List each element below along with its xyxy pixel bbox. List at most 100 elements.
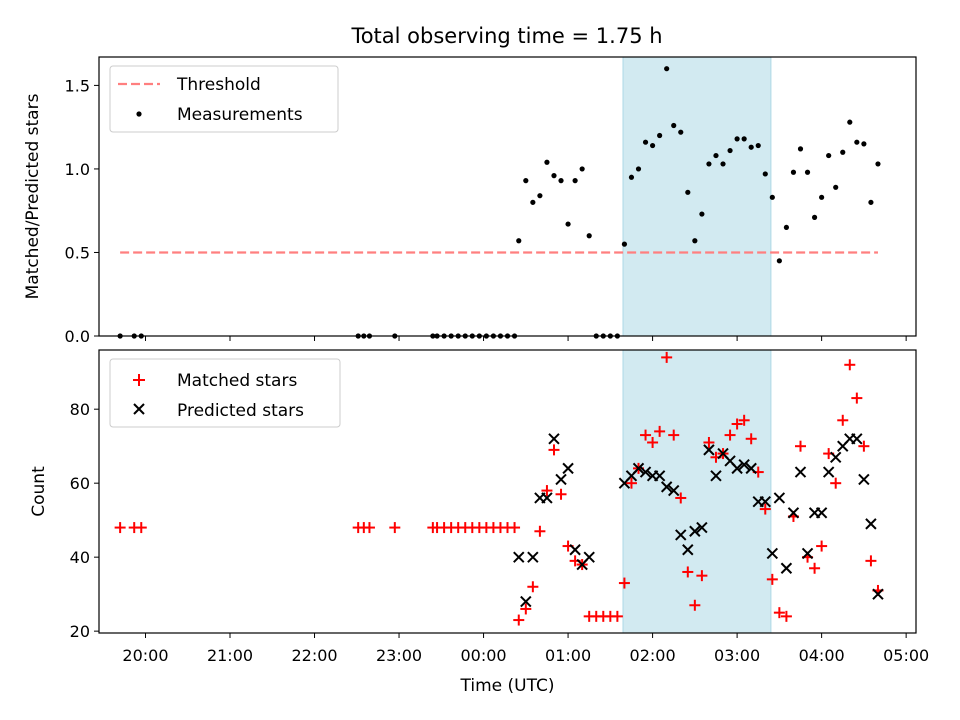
y-tick-label: 40 (70, 548, 90, 567)
predicted-star-point (668, 484, 680, 497)
x-tick-label: 01:00 (545, 646, 591, 665)
predicted-star-point (858, 473, 870, 486)
matched-star-point (534, 525, 546, 537)
measurement-point (783, 224, 790, 231)
matched-star-point (618, 577, 630, 589)
bottom-y-ticks: 20 40 60 80 (70, 400, 99, 641)
matched-star-point (858, 440, 870, 452)
predicted-star-point (675, 529, 687, 541)
matched-star-point (844, 359, 856, 371)
matched-star-point (675, 492, 687, 504)
top-y-ticks: 0.0 0.5 1.0 1.5 (65, 76, 99, 346)
measurement-point (523, 178, 529, 184)
y-tick-label: 1.5 (65, 76, 90, 95)
measurement-point (530, 199, 536, 205)
measurement-point (776, 258, 782, 264)
measurement-point (727, 147, 733, 154)
predicted-star-point (583, 551, 595, 563)
x-tick-label: 21:00 (207, 646, 253, 665)
legend-label-measurements: Measurements (177, 105, 303, 125)
bottom-x-ticks: 20:00 21:00 22:00 23:00 00:00 01:00 02:00 03:00… (122, 633, 929, 665)
measurement-point (516, 238, 522, 244)
measurement-points (117, 66, 881, 339)
top-panel-ratio: 0.0 0.5 1.0 1.5 Matched/Predicted stars Thr… (23, 56, 917, 346)
measurement-point (868, 199, 874, 205)
measurement-point (579, 166, 585, 172)
matched-star-point (682, 566, 694, 578)
measurement-point (572, 178, 578, 184)
measurement-point (692, 238, 698, 244)
measurement-point (537, 193, 543, 199)
observing-window-span (622, 56, 772, 337)
measurement-point (699, 211, 705, 217)
matched-star-point (541, 485, 553, 497)
measurement-point (657, 132, 663, 139)
measurement-point (565, 221, 571, 227)
predicted-star-point (541, 492, 553, 504)
predicted-star-point (872, 588, 884, 600)
matched-star-point (816, 540, 828, 552)
measurement-point (649, 142, 656, 149)
predicted-star-point (851, 433, 863, 445)
bottom-y-axis-label: Count (29, 466, 49, 517)
measurement-point (621, 241, 628, 247)
matched-star-point (865, 555, 877, 567)
predicted-star-point (569, 544, 581, 556)
predicted-star-point (682, 544, 694, 556)
x-axis-label: Time (UTC) (460, 676, 555, 696)
measurement-point (544, 159, 550, 165)
matched-star-point (527, 581, 539, 593)
predicted-star-point (696, 521, 708, 534)
matched-star-point (773, 607, 785, 619)
matched-star-point (809, 562, 821, 574)
predicted-star-point (710, 470, 722, 482)
bottom-panel-counts: 20 40 60 80 20:00 21:00 22:00 23:00 00:00 01:00 0… (29, 349, 929, 696)
measurement-point (875, 161, 881, 167)
measurement-point (664, 66, 670, 72)
matched-star-point (114, 522, 126, 534)
measurement-point (734, 136, 740, 142)
legend-label-threshold: Threshold (176, 75, 261, 95)
bottom-plot-border (98, 349, 917, 634)
y-tick-label: 80 (70, 400, 90, 419)
y-tick-label: 0.5 (65, 243, 90, 262)
matched-star-point (647, 436, 659, 448)
matched-star-point (654, 425, 666, 437)
legend-label-predicted: Predicted stars (177, 401, 304, 421)
measurement-point (628, 174, 635, 180)
predicted-star-point (780, 562, 793, 574)
matched-star-point (389, 522, 401, 534)
measurement-point (635, 166, 642, 172)
predicted-star-point (660, 481, 673, 493)
matched-star-point (640, 429, 652, 441)
predicted-star-point (639, 466, 652, 478)
measurement-point (558, 178, 564, 184)
measurement-point (741, 136, 747, 142)
predicted-star-point (703, 444, 715, 456)
top-y-axis-label: Matched/Predicted stars (23, 93, 43, 299)
top-legend: Threshold Measurements (109, 65, 339, 133)
matched-star-point (363, 522, 375, 534)
measurement-point (811, 214, 818, 220)
matched-star-point (830, 477, 842, 489)
predicted-star-point (527, 551, 539, 563)
matched-star-point (513, 614, 525, 626)
matched-star-point (745, 433, 757, 445)
predicted-star-point (562, 462, 574, 475)
predicted-star-point (548, 433, 560, 445)
measurement-point (720, 161, 726, 167)
predicted-star-point (653, 470, 666, 482)
measurement-point (790, 169, 797, 175)
matched-star-point (520, 603, 532, 615)
predicted-star-point (745, 462, 757, 475)
y-tick-label: 60 (70, 474, 90, 493)
observing-window-span (622, 349, 772, 634)
x-tick-label: 22:00 (291, 646, 337, 665)
legend-matched-swatch (133, 374, 145, 386)
predicted-star-point (689, 525, 701, 537)
predicted-star-point (773, 492, 786, 504)
matched-star-point (696, 570, 708, 582)
measurement-point (769, 194, 775, 200)
predicted-star-point (865, 518, 877, 530)
